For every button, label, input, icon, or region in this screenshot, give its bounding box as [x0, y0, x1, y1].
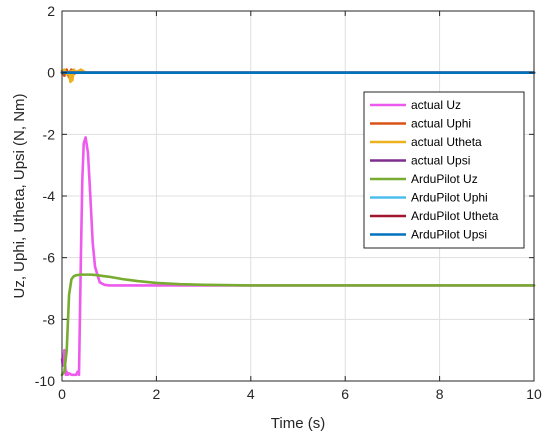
series-line — [60, 273, 536, 377]
legend-label: actual Upsi — [411, 154, 470, 168]
series-line — [60, 136, 536, 377]
legend-label: actual Utheta — [411, 135, 482, 149]
y-tick-label: -4 — [43, 188, 56, 204]
legend-label: actual Uz — [411, 98, 461, 112]
x-tick-label: 4 — [247, 386, 255, 402]
y-tick-label: -2 — [43, 126, 56, 142]
plot-area — [60, 68, 536, 377]
legend-label: ArduPilot Uz — [411, 172, 478, 186]
tick-labels: 0 2 4 6 8 10 -10 -8 -6 -4 -2 0 2 — [35, 3, 542, 402]
legend-label: actual Uphi — [411, 117, 471, 131]
y-tick-label: 2 — [47, 3, 55, 19]
x-tick-label: 10 — [526, 386, 542, 402]
legend-label: ArduPilot Upsi — [411, 228, 487, 242]
x-tick-label: 2 — [153, 386, 161, 402]
legend-box — [363, 91, 525, 249]
x-tick-label: 0 — [58, 386, 66, 402]
y-axis-label: Uz, Uphi, Utheta, Upsi (N, Nm) — [11, 93, 28, 298]
legend-label: ArduPilot Uphi — [411, 191, 488, 205]
x-axis-label: Time (s) — [271, 415, 325, 432]
y-tick-label: -6 — [43, 250, 56, 266]
x-tick-label: 6 — [341, 386, 349, 402]
axes — [61, 10, 535, 382]
y-tick-label: -8 — [43, 311, 56, 327]
legend: actual Uz actual Uphi actual Utheta actual … — [363, 91, 525, 249]
legend-label: ArduPilot Utheta — [411, 209, 499, 223]
y-tick-label: -10 — [35, 373, 55, 389]
y-tick-label: 0 — [47, 65, 55, 81]
x-tick-label: 8 — [436, 386, 444, 402]
